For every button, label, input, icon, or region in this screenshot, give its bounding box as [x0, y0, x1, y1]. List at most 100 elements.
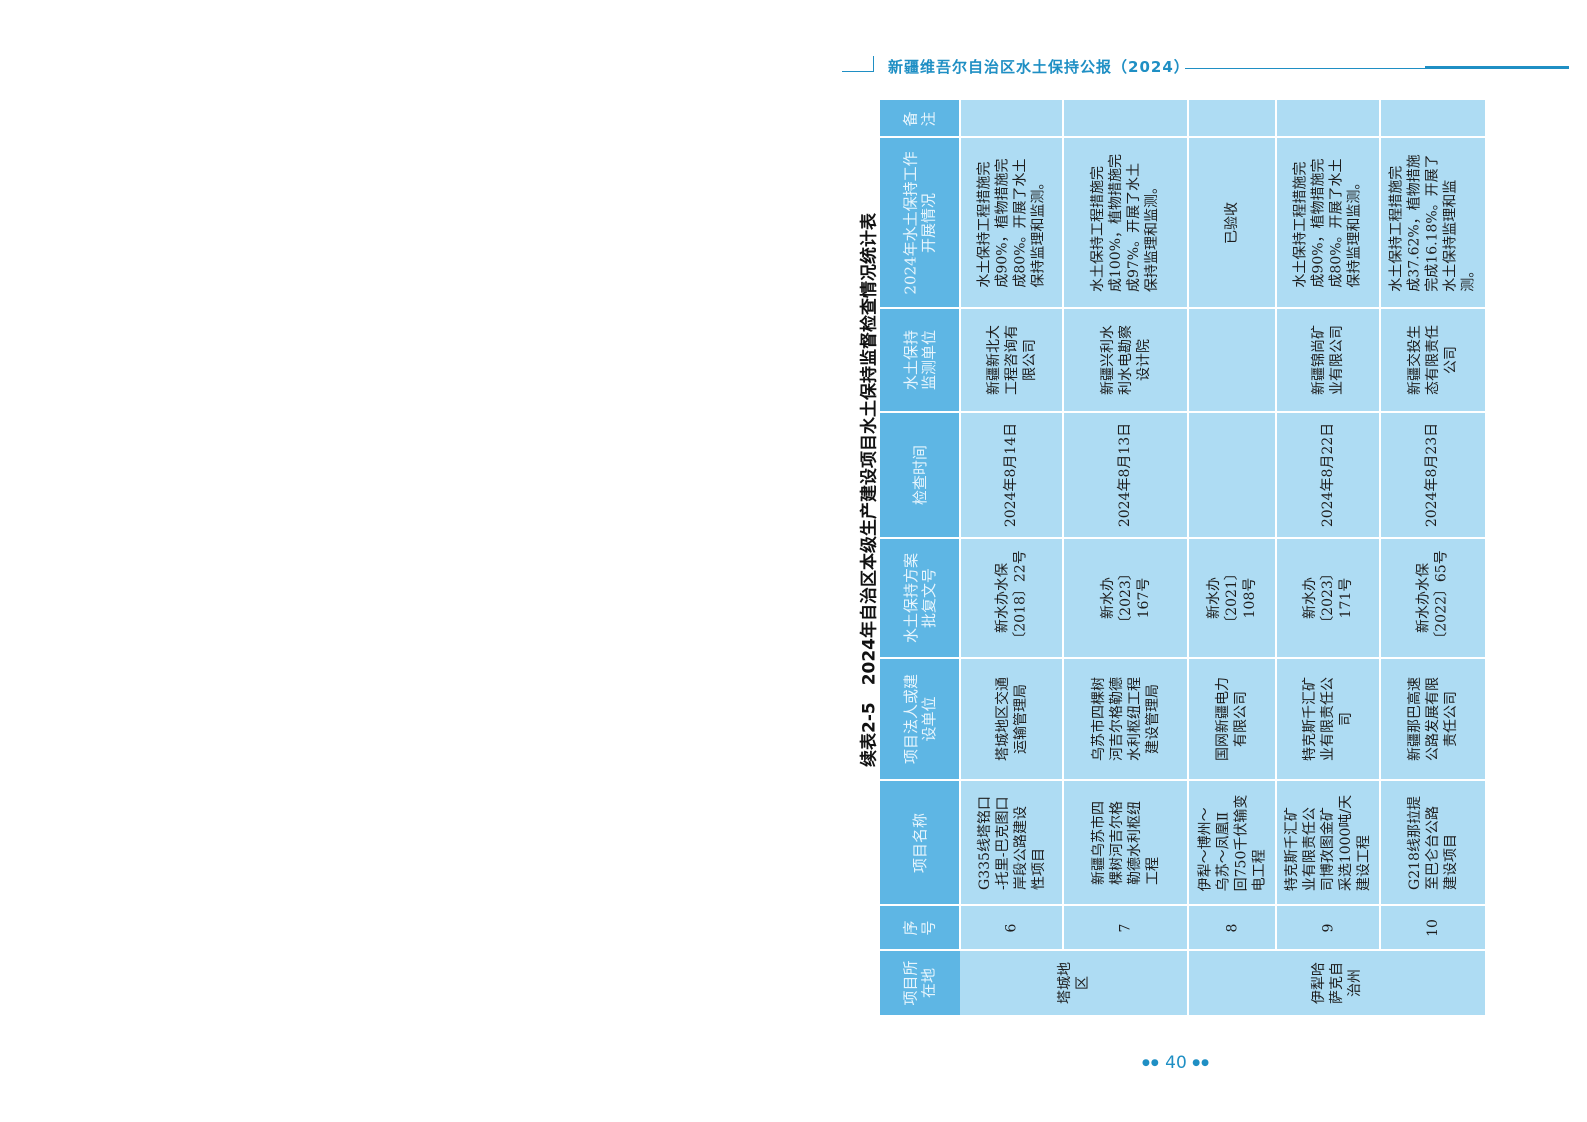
row-3-status: 水土保持工程措施完 成90%，植物措施完 成80%。开展了水土 保持监理和监测。	[1276, 137, 1380, 308]
row-0-seq-text: 6	[1003, 923, 1020, 932]
row-1-monitor: 新疆兴利水 利水电勘察 设计院	[1063, 308, 1188, 412]
header-note-text: 备 注	[901, 110, 938, 127]
row-2-owner-text: 国网新疆电力 有限公司	[1215, 677, 1249, 761]
header-approval: 水土保持方案 批复文号	[880, 538, 960, 658]
row-4-approval: 新水办水保 〔2022〕65号	[1380, 538, 1485, 658]
header-date-text: 检查时间	[910, 444, 929, 506]
header-seq: 序 号	[880, 905, 960, 950]
inspection-table: 备 注 2024年水土保持工作 开展情况 水土保持 监测单位 检查时间 水土保持方案 批…	[880, 100, 1485, 1015]
header-rule-right-thick	[1425, 66, 1569, 68]
row-3-approval-text: 新水办 〔2023〕 171号	[1301, 566, 1354, 630]
row-2-note	[1188, 100, 1276, 137]
row-1-note	[1063, 100, 1188, 137]
row-1-status: 水土保持工程措施完 成100%，植物措施完 成97%。开展了水土 保持监理和监测…	[1063, 137, 1188, 308]
row-0-date-text: 2024年8月14日	[1003, 422, 1020, 528]
table-row-divider	[880, 904, 1485, 906]
row-0-name-text: G335线塔铭口 -托里-巴克图口 岸段公路建设 性项目	[976, 795, 1047, 890]
row-3-monitor: 新疆锦尚矿 业有限公司	[1276, 308, 1380, 412]
table-row-divider	[880, 307, 1485, 309]
row-2-status-text: 已验收	[1224, 201, 1240, 244]
row-1-approval-text: 新水办 〔2023〕 167号	[1099, 566, 1152, 630]
row-1-date-text: 2024年8月13日	[1117, 422, 1134, 528]
table-caption: 续表2-5 2024年自治区本级生产建设项目水土保持监督检查情况统计表	[859, 212, 880, 768]
row-0-status: 水土保持工程措施完 成90%，植物措施完 成80%。开展了水土 保持监理和监测。	[960, 137, 1063, 308]
row-2-monitor	[1188, 308, 1276, 412]
row-3-seq: 9	[1276, 905, 1380, 950]
row-4-approval-text: 新水办水保 〔2022〕65号	[1415, 550, 1450, 646]
table-row-divider	[880, 657, 1485, 659]
row-1-owner: 乌苏市四棵树 河吉尔格勒德 水利枢纽工程 建设管理局	[1063, 658, 1188, 780]
region-0-text: 塔城地 区	[1057, 961, 1091, 1004]
table-column-divider	[959, 100, 961, 950]
row-4-name: G218线那拉提 至巴仑台公路 建设项目	[1380, 780, 1485, 905]
row-3-note	[1276, 100, 1380, 137]
row-2-owner: 国网新疆电力 有限公司	[1188, 658, 1276, 780]
row-3-owner: 特克斯千汇矿 业有限责任公 司	[1276, 658, 1380, 780]
table-row-divider	[880, 411, 1485, 413]
row-2-name: 伊犁～博州～ 乌苏～凤凰Ⅱ 回750千伏输变 电工程	[1188, 780, 1276, 905]
page-dots-left-icon: ●●	[1142, 1058, 1160, 1068]
row-2-status: 已验收	[1188, 137, 1276, 308]
row-4-name-text: G218线那拉提 至巴仑台公路 建设项目	[1406, 795, 1459, 890]
row-3-name: 特克斯千汇矿 业有限责任公 司博孜图金矿 采选1000吨/天 建设工程	[1276, 780, 1380, 905]
row-2-seq: 8	[1188, 905, 1276, 950]
row-2-seq-text: 8	[1223, 923, 1240, 932]
row-3-date: 2024年8月22日	[1276, 412, 1380, 538]
region-0: 塔城地 区	[960, 950, 1188, 1015]
row-3-date-text: 2024年8月22日	[1320, 422, 1337, 528]
row-0-date: 2024年8月14日	[960, 412, 1063, 538]
header-owner-text: 项目法人或建 设单位	[902, 673, 939, 765]
row-4-monitor: 新疆交投生 态有限责任 公司	[1380, 308, 1485, 412]
header-owner: 项目法人或建 设单位	[880, 658, 960, 780]
header-seq-text: 序 号	[901, 919, 938, 936]
table-row-divider	[880, 779, 1485, 781]
header-name: 项目名称	[880, 780, 960, 905]
row-1-status-text: 水土保持工程措施完 成100%，植物措施完 成97%。开展了水土 保持监理和监测…	[1090, 153, 1161, 292]
row-4-date: 2024年8月23日	[1380, 412, 1485, 538]
row-3-owner-text: 特克斯千汇矿 业有限责任公 司	[1302, 677, 1354, 761]
header-monitor: 水土保持 监测单位	[880, 308, 960, 412]
row-0-approval-text: 新水办水保 〔2018〕22号	[994, 550, 1029, 646]
row-0-approval: 新水办水保 〔2018〕22号	[960, 538, 1063, 658]
table-column-divider	[1187, 100, 1189, 950]
row-1-monitor-text: 新疆兴利水 利水电勘察 设计院	[1099, 325, 1152, 395]
row-4-seq: 10	[1380, 905, 1485, 950]
row-3-name-text: 特克斯千汇矿 业有限责任公 司博孜图金矿 采选1000吨/天 建设工程	[1283, 794, 1372, 891]
table-row-divider	[880, 136, 1485, 138]
row-4-monitor-text: 新疆交投生 态有限责任 公司	[1406, 325, 1459, 395]
table-row-divider	[880, 537, 1485, 539]
row-1-name: 新疆乌苏市四 棵树河吉尔格 勒德水利枢纽 工程	[1063, 780, 1188, 905]
row-2-approval-text: 新水办 〔2021〕 108号	[1205, 566, 1258, 630]
row-1-seq-text: 7	[1117, 923, 1134, 932]
page-number-text: 40	[1165, 1053, 1187, 1073]
row-0-owner: 塔城地区交通 运输管理局	[960, 658, 1063, 780]
row-1-seq: 7	[1063, 905, 1188, 950]
row-3-status-text: 水土保持工程措施完 成90%，植物措施完 成80%。开展了水土 保持监理和监测。	[1293, 157, 1363, 288]
report-title: 新疆维吾尔自治区水土保持公报（2024）	[888, 58, 1190, 76]
table-column-divider	[1379, 100, 1381, 950]
region-1-text: 伊犁哈 萨克自 治州	[1310, 961, 1363, 1004]
row-4-seq-text: 10	[1424, 918, 1441, 937]
header-date: 检查时间	[880, 412, 960, 538]
row-3-monitor-text: 新疆锦尚矿 业有限公司	[1311, 325, 1345, 395]
table-region-divider	[1187, 950, 1189, 1015]
table-column-divider	[1062, 100, 1064, 950]
row-0-status-text: 水土保持工程措施完 成90%，植物措施完 成80%。开展了水土 保持监理和监测。	[976, 157, 1047, 288]
header-region-text: 项目所 在地	[901, 959, 938, 1006]
header-rule-accent	[873, 56, 874, 72]
row-2-name-text: 伊犁～博州～ 乌苏～凤凰Ⅱ 回750千伏输变 电工程	[1197, 794, 1268, 891]
row-1-approval: 新水办 〔2023〕 167号	[1063, 538, 1188, 658]
header-region: 项目所 在地	[880, 950, 960, 1015]
header-approval-text: 水土保持方案 批复文号	[902, 552, 939, 644]
header-rule-right	[1185, 68, 1569, 69]
row-0-monitor-text: 新疆新北大 工程咨询有 限公司	[985, 325, 1038, 395]
row-1-date: 2024年8月13日	[1063, 412, 1188, 538]
row-1-owner-text: 乌苏市四棵树 河吉尔格勒德 水利枢纽工程 建设管理局	[1090, 677, 1161, 761]
row-0-monitor: 新疆新北大 工程咨询有 限公司	[960, 308, 1063, 412]
page-number: ●● 40 ●●	[1142, 1053, 1210, 1073]
table-header-column	[880, 100, 960, 1015]
row-4-owner-text: 新疆那巴高速 公路发展有限 责任公司	[1406, 677, 1459, 761]
row-0-owner-text: 塔城地区交通 运输管理局	[994, 677, 1029, 761]
row-4-date-text: 2024年8月23日	[1424, 422, 1441, 528]
table-row-divider	[880, 949, 1485, 951]
